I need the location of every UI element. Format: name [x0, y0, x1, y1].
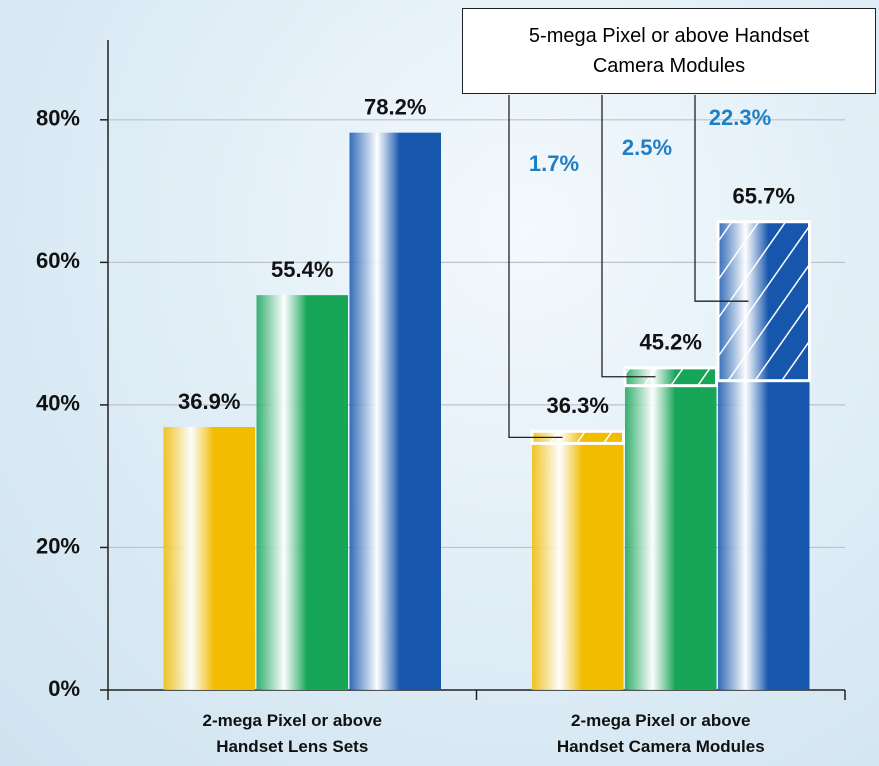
bar	[256, 295, 348, 690]
highlight-label: 2.5%	[622, 135, 672, 160]
y-tick-label: 80%	[36, 106, 80, 131]
value-label: 78.2%	[364, 94, 426, 119]
highlight-label: 22.3%	[709, 105, 771, 130]
bar	[625, 367, 717, 690]
value-label: 55.4%	[271, 257, 333, 282]
value-label: 45.2%	[640, 330, 702, 355]
highlight-label: 1.7%	[529, 151, 579, 176]
y-tick-label: 0%	[48, 676, 80, 701]
leader-line	[508, 95, 563, 438]
bar	[349, 132, 441, 690]
x-tick-label: 2-mega Pixel or above Handset Lens Sets	[202, 711, 383, 756]
y-tick-label: 20%	[36, 533, 80, 558]
y-tick-label: 60%	[36, 248, 80, 273]
highlight-title: 5-mega Pixel or above Handset Camera Mod…	[462, 8, 876, 94]
leader-line	[694, 95, 749, 302]
value-label: 36.9%	[178, 389, 240, 414]
x-tick-label: 2-mega Pixel or above Handset Camera Mod…	[556, 711, 765, 756]
y-tick-label: 40%	[36, 391, 80, 416]
value-label: 36.3%	[547, 393, 609, 418]
bar	[532, 431, 624, 690]
bar	[163, 427, 255, 690]
value-label: 65.7%	[733, 184, 795, 209]
leader-line	[601, 95, 656, 378]
